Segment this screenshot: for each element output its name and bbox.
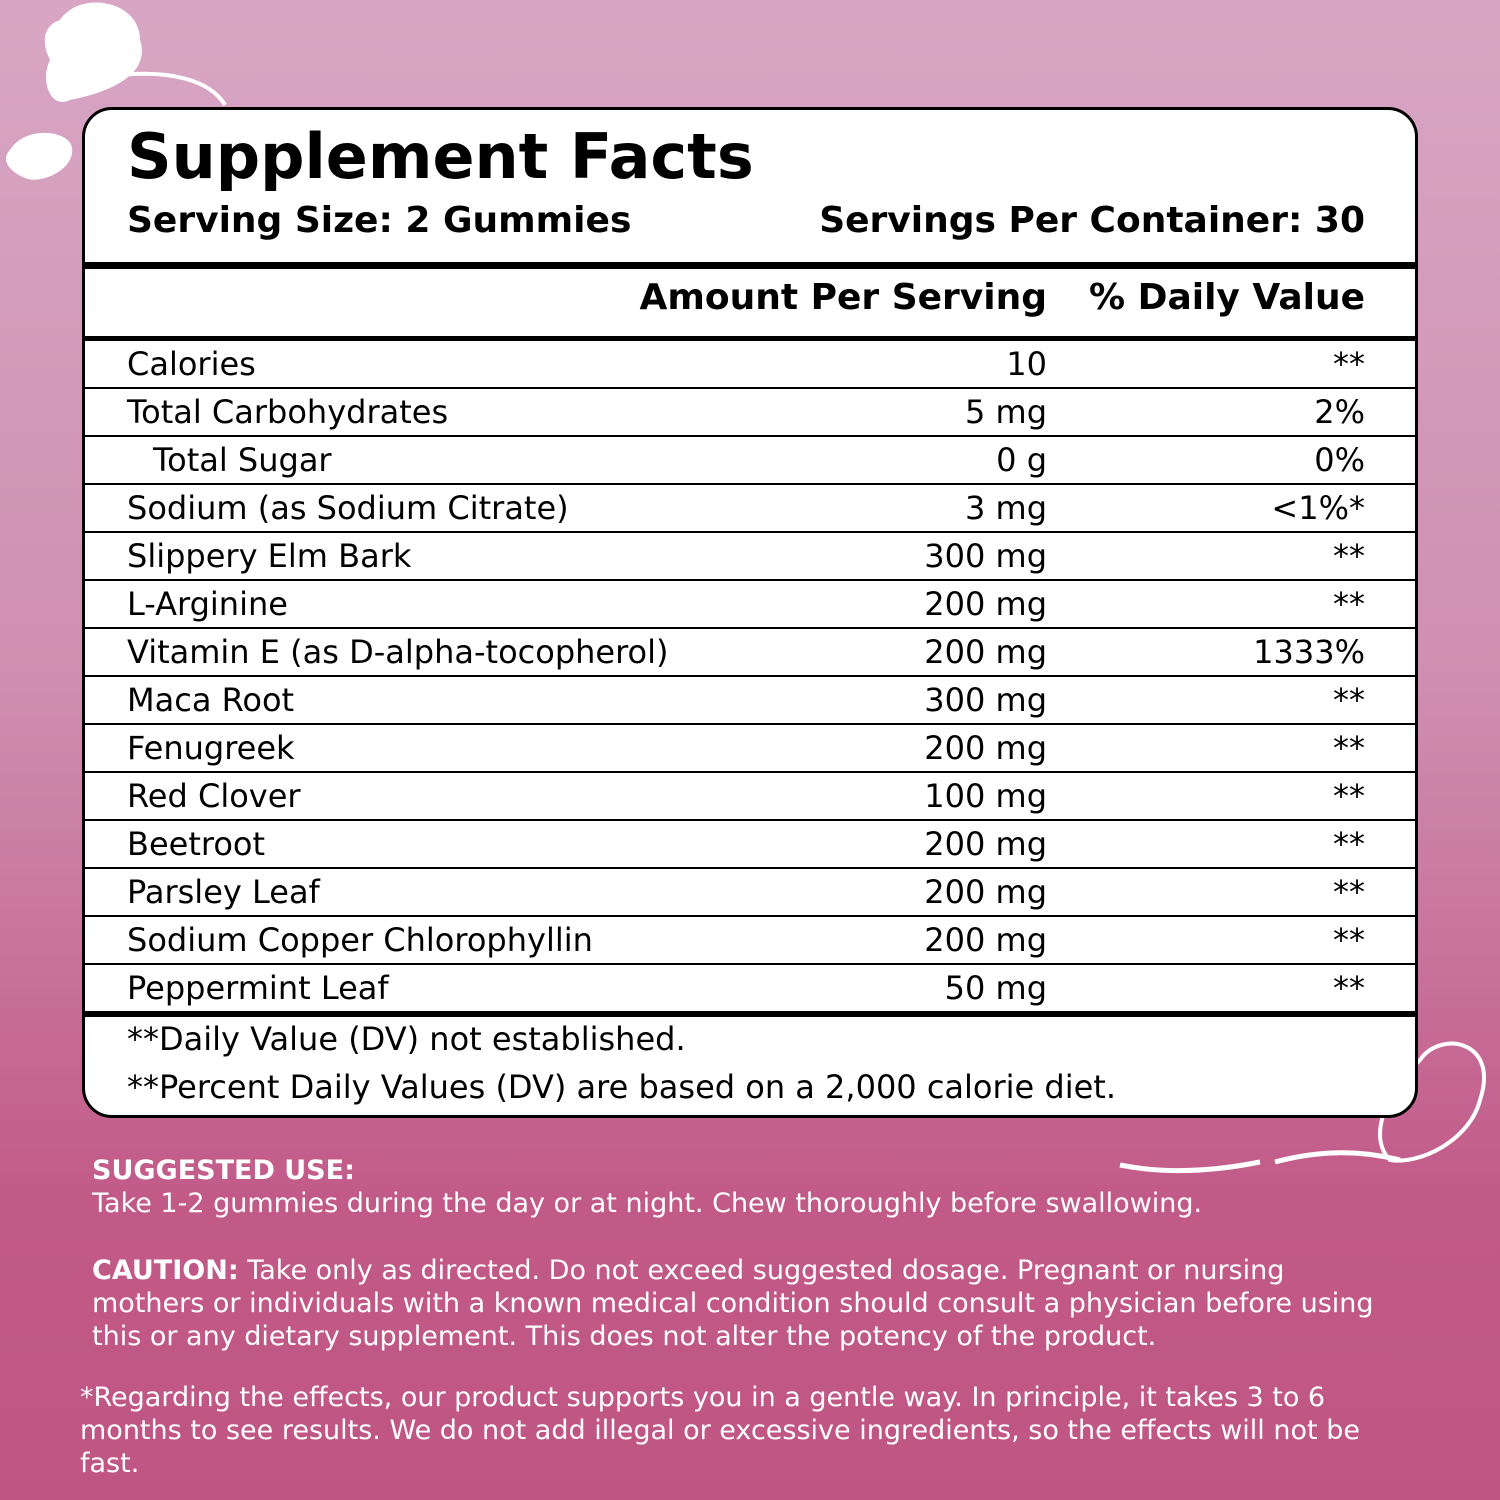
servings-per-container: Servings Per Container: 30 — [819, 200, 1365, 241]
ingredient: Maca Root — [127, 681, 295, 719]
rule — [85, 1012, 1415, 1017]
ingredient: Parsley Leaf — [127, 873, 320, 911]
amount: 100 mg — [924, 777, 1047, 815]
row: Red Clover 100 mg ** — [85, 773, 1415, 821]
row: Sodium (as Sodium Citrate) 3 mg <1%* — [85, 485, 1415, 533]
ingredient: Slippery Elm Bark — [127, 537, 412, 575]
heart — [5, 132, 73, 180]
row: L-Arginine 200 mg ** — [85, 581, 1415, 629]
amount: 200 mg — [924, 585, 1047, 623]
row: Beetroot 200 mg ** — [85, 821, 1415, 869]
curve — [1119, 1150, 1401, 1174]
heart-outline — [1378, 1041, 1486, 1163]
caution: CAUTION: Take only as directed. Do not e… — [92, 1254, 1392, 1353]
ingredient: Fenugreek — [127, 729, 295, 767]
text: Take 1-2 gummies during the day or at ni… — [92, 1188, 1203, 1219]
column-header: Amount Per Serving — [639, 277, 1048, 318]
serving-size: Serving Size: 2 Gummies — [127, 200, 632, 241]
amount: 50 mg — [944, 969, 1047, 1007]
amount: 3 mg — [964, 489, 1047, 527]
ingredient: Beetroot — [127, 825, 266, 863]
daily-value: ** — [1333, 969, 1365, 1007]
footnote: **Percent Daily Values (DV) are based on… — [127, 1068, 1117, 1106]
ingredient: Total Sugar — [153, 441, 332, 479]
heart — [44, 2, 142, 102]
heading: SUGGESTED USE: — [92, 1155, 355, 1186]
daily-value: ** — [1333, 777, 1365, 815]
row: Sodium Copper Chlorophyllin 200 mg ** — [85, 917, 1415, 965]
ingredient: Sodium (as Sodium Citrate) — [127, 489, 569, 527]
amount: 0 g — [996, 441, 1047, 479]
row: Peppermint Leaf 50 mg ** — [85, 965, 1415, 1013]
daily-value: 2% — [1314, 393, 1365, 431]
amount: 200 mg — [924, 729, 1047, 767]
rule — [85, 336, 1415, 341]
row: Maca Root 300 mg ** — [85, 677, 1415, 725]
title: Supplement Facts — [127, 120, 754, 193]
ingredient: Vitamin E (as D-alpha-tocopherol) — [127, 633, 669, 671]
row: Total Sugar 0 g 0% — [85, 437, 1415, 485]
text: Take only as directed. Do not exceed sug… — [92, 1255, 1374, 1352]
footnote: **Daily Value (DV) not established. — [127, 1020, 686, 1058]
row: Fenugreek 200 mg ** — [85, 725, 1415, 773]
daily-value: <1%* — [1271, 489, 1365, 527]
daily-value: ** — [1333, 873, 1365, 911]
amount: 200 mg — [924, 921, 1047, 959]
row: Total Carbohydrates 5 mg 2% — [85, 389, 1415, 437]
amount: 5 mg — [964, 393, 1047, 431]
column-header: % Daily Value — [1088, 277, 1365, 318]
curve — [119, 71, 227, 107]
daily-value: ** — [1333, 681, 1365, 719]
daily-value: ** — [1333, 729, 1365, 767]
daily-value: ** — [1333, 921, 1365, 959]
row: Slippery Elm Bark 300 mg ** — [85, 533, 1415, 581]
note: *Regarding the effects, our product supp… — [80, 1382, 1360, 1479]
daily-value: 0% — [1314, 441, 1365, 479]
row: Vitamin E (as D-alpha-tocopherol) 200 mg 1… — [85, 629, 1415, 677]
row: Parsley Leaf 200 mg ** — [85, 869, 1415, 917]
ingredient: Sodium Copper Chlorophyllin — [127, 921, 593, 959]
daily-value: ** — [1333, 537, 1365, 575]
amount: 300 mg — [924, 537, 1047, 575]
amount: 200 mg — [924, 873, 1047, 911]
ingredient: Red Clover — [127, 777, 301, 815]
ingredient: Total Carbohydrates — [127, 393, 449, 431]
daily-value: 1333% — [1253, 633, 1365, 671]
daily-value: ** — [1333, 585, 1365, 623]
amount: 10 — [1006, 345, 1047, 383]
ingredient: Calories — [127, 345, 256, 383]
daily-value: ** — [1333, 825, 1365, 863]
amount: 200 mg — [924, 633, 1047, 671]
daily-value: ** — [1333, 345, 1365, 383]
heading: CAUTION: — [92, 1255, 239, 1286]
ingredient: L-Arginine — [127, 585, 288, 623]
rule — [85, 262, 1415, 269]
amount: 300 mg — [924, 681, 1047, 719]
row: Calories 10 ** — [85, 341, 1415, 389]
ingredient: Peppermint Leaf — [127, 969, 389, 1007]
supplement-facts-panel: Supplement Facts Serving Size: 2 Gummies… — [82, 107, 1418, 1118]
amount: 200 mg — [924, 825, 1047, 863]
suggested-use: SUGGESTED USE: Take 1-2 gummies during t… — [92, 1154, 1412, 1220]
